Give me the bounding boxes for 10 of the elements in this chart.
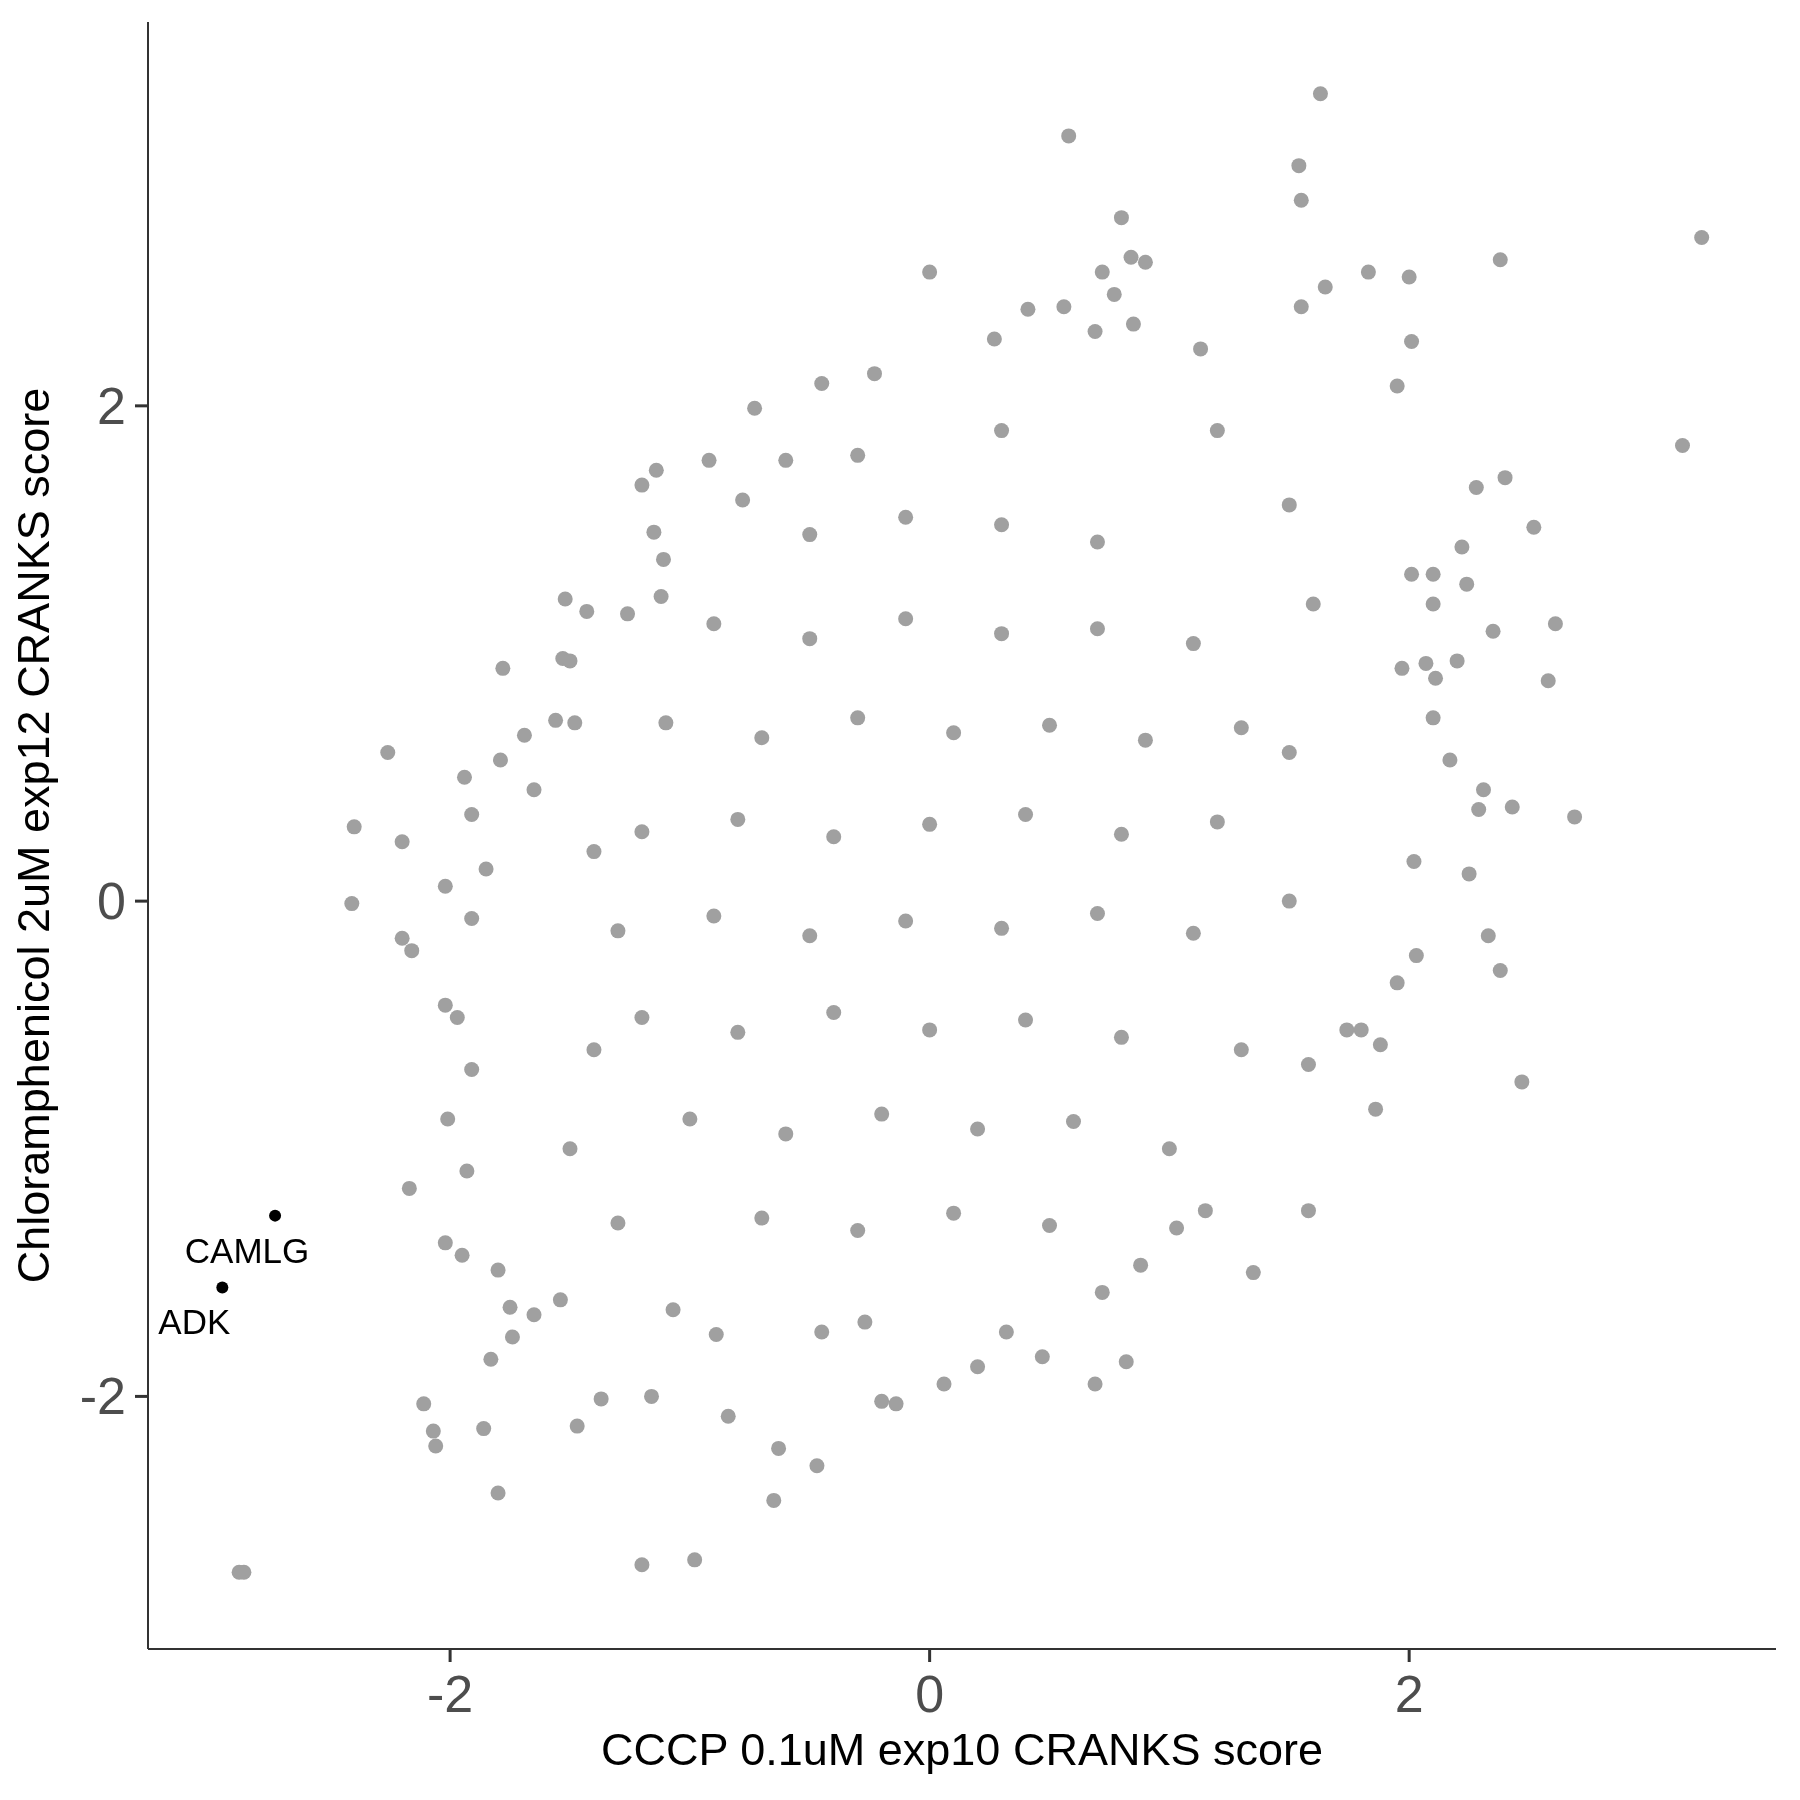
y-tick-label: 0 [97, 872, 126, 931]
y-tick-label: 2 [97, 376, 126, 435]
x-tick-label: 0 [915, 1665, 945, 1723]
y-axis-title: Chloramphenicol 2uM exp12 CRANKS score [8, 387, 59, 1284]
y-tick-label: -2 [79, 1367, 126, 1426]
x-tick-label: 2 [1394, 1665, 1424, 1723]
x-tick-label: -2 [426, 1665, 474, 1723]
x-axis-title: CCCP 0.1uM exp10 CRANKS score [601, 1724, 1323, 1775]
annotation: CAMLG [184, 1230, 310, 1270]
annotation: ADK [158, 1302, 231, 1342]
